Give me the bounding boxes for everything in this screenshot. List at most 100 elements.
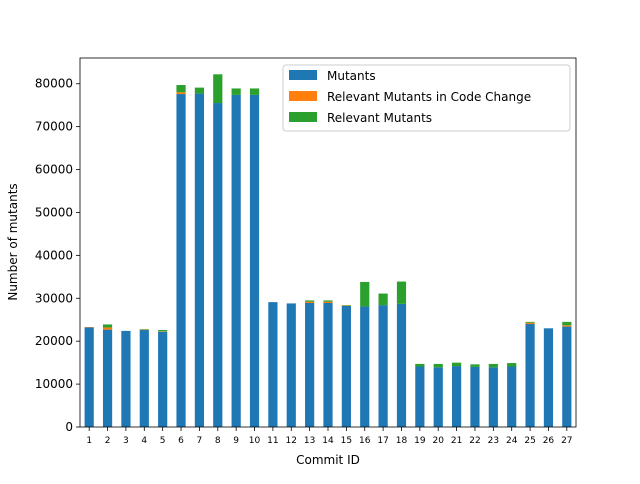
bar-segment-series-1-commit-25 — [525, 323, 534, 324]
x-tick-label: 25 — [524, 436, 535, 446]
legend-swatch — [289, 70, 317, 80]
bar-segment-series-2-commit-24 — [507, 363, 516, 366]
x-tick-label: 4 — [141, 436, 147, 446]
bar-segment-series-0-commit-4 — [140, 330, 149, 427]
bar-segment-series-2-commit-5 — [158, 330, 167, 331]
bar-segment-series-2-commit-17 — [379, 294, 388, 306]
bar-segment-series-0-commit-12 — [287, 303, 296, 427]
y-tick-label: 70000 — [35, 120, 73, 134]
bar-segment-series-0-commit-23 — [489, 367, 498, 427]
y-tick-label: 30000 — [35, 291, 73, 305]
x-tick-label: 5 — [160, 436, 166, 446]
x-tick-label: 6 — [178, 436, 184, 446]
bar-segment-series-2-commit-25 — [525, 322, 534, 323]
bar-segment-series-0-commit-14 — [323, 303, 332, 427]
bar-segment-series-2-commit-18 — [397, 282, 406, 304]
bar-segment-series-1-commit-2 — [103, 327, 112, 329]
bar-segment-series-0-commit-10 — [250, 95, 259, 427]
bar-segment-series-0-commit-9 — [232, 95, 241, 427]
bar-segment-series-0-commit-1 — [85, 327, 94, 427]
x-tick-label: 7 — [197, 436, 203, 446]
bar-segment-series-2-commit-13 — [305, 300, 314, 301]
bar-segment-series-0-commit-16 — [360, 306, 369, 427]
bar-segment-series-0-commit-8 — [213, 103, 222, 427]
y-tick-label: 20000 — [35, 334, 73, 348]
bar-segment-series-0-commit-17 — [379, 305, 388, 427]
x-tick-label: 21 — [451, 436, 462, 446]
x-tick-label: 17 — [377, 436, 388, 446]
y-tick-label: 60000 — [35, 163, 73, 177]
bar-segment-series-0-commit-3 — [121, 331, 130, 427]
bar-segment-series-1-commit-13 — [305, 302, 314, 303]
bar-segment-series-0-commit-22 — [470, 367, 479, 427]
bar-segment-series-2-commit-22 — [470, 364, 479, 367]
x-tick-label: 22 — [469, 436, 480, 446]
bar-segment-series-2-commit-8 — [213, 74, 222, 103]
y-tick-label: 80000 — [35, 77, 73, 91]
x-tick-label: 23 — [488, 436, 499, 446]
bar-segment-series-2-commit-7 — [195, 88, 204, 94]
x-tick-label: 20 — [432, 436, 444, 446]
bar-segment-series-0-commit-18 — [397, 304, 406, 427]
legend-label: Mutants — [327, 69, 376, 83]
bar-segment-series-2-commit-14 — [323, 300, 332, 301]
legend-label: Relevant Mutants in Code Change — [327, 90, 531, 104]
bar-segment-series-2-commit-20 — [434, 364, 443, 367]
bar-segment-series-0-commit-15 — [342, 306, 351, 427]
bar-segment-series-1-commit-6 — [176, 92, 185, 94]
x-tick-label: 13 — [304, 436, 315, 446]
y-tick-label: 50000 — [35, 205, 73, 219]
x-tick-label: 15 — [341, 436, 352, 446]
bar-segment-series-0-commit-13 — [305, 303, 314, 427]
x-axis-label: Commit ID — [296, 453, 360, 467]
x-tick-label: 9 — [233, 436, 239, 446]
x-tick-label: 24 — [506, 436, 518, 446]
bar-segment-series-2-commit-16 — [360, 282, 369, 306]
legend: Mutants Relevant Mutants in Code Change Re… — [283, 65, 570, 131]
bar-segment-series-0-commit-5 — [158, 332, 167, 427]
bar-segment-series-1-commit-27 — [562, 325, 571, 326]
bar-segment-series-2-commit-19 — [415, 364, 424, 367]
y-tick-label: 10000 — [35, 377, 73, 391]
y-tick-label: 0 — [65, 420, 73, 434]
bar-segment-series-0-commit-19 — [415, 367, 424, 428]
x-tick-label: 18 — [396, 436, 408, 446]
bar-segment-series-0-commit-11 — [268, 302, 277, 427]
legend-swatch — [289, 112, 317, 122]
bar-segment-series-2-commit-9 — [232, 88, 241, 94]
x-tick-label: 8 — [215, 436, 221, 446]
bar-segment-series-2-commit-10 — [250, 88, 259, 94]
x-tick-label: 2 — [105, 436, 111, 446]
legend-swatch — [289, 91, 317, 101]
x-tick-label: 26 — [543, 436, 555, 446]
x-tick-label: 19 — [414, 436, 426, 446]
bar-segment-series-0-commit-6 — [176, 94, 185, 427]
bar-segment-series-0-commit-25 — [525, 324, 534, 427]
bar-segment-series-1-commit-14 — [323, 302, 332, 303]
bar-segment-series-2-commit-23 — [489, 364, 498, 367]
bar-segment-series-0-commit-24 — [507, 367, 516, 428]
x-tick-label: 16 — [359, 436, 371, 446]
bar-segment-series-2-commit-2 — [103, 324, 112, 327]
bar-segment-series-0-commit-27 — [562, 327, 571, 427]
bar-segment-series-0-commit-2 — [103, 330, 112, 427]
bar-segment-series-0-commit-20 — [434, 367, 443, 427]
x-tick-label: 1 — [86, 436, 92, 446]
x-tick-label: 11 — [267, 436, 278, 446]
x-tick-label: 14 — [322, 436, 334, 446]
y-axis-label: Number of mutants — [6, 183, 20, 300]
bar-segment-series-2-commit-27 — [562, 322, 571, 325]
bar-segment-series-2-commit-21 — [452, 363, 461, 366]
x-tick-label: 27 — [561, 436, 572, 446]
x-tick-label: 10 — [249, 436, 261, 446]
bar-segment-series-0-commit-21 — [452, 366, 461, 427]
x-tick-label: 3 — [123, 436, 129, 446]
x-tick-label: 12 — [286, 436, 297, 446]
bar-segment-series-0-commit-26 — [544, 328, 553, 427]
bar-segment-series-2-commit-6 — [176, 85, 185, 92]
legend-label: Relevant Mutants — [327, 111, 432, 125]
y-tick-label: 40000 — [35, 248, 73, 262]
bar-segment-series-0-commit-7 — [195, 94, 204, 427]
